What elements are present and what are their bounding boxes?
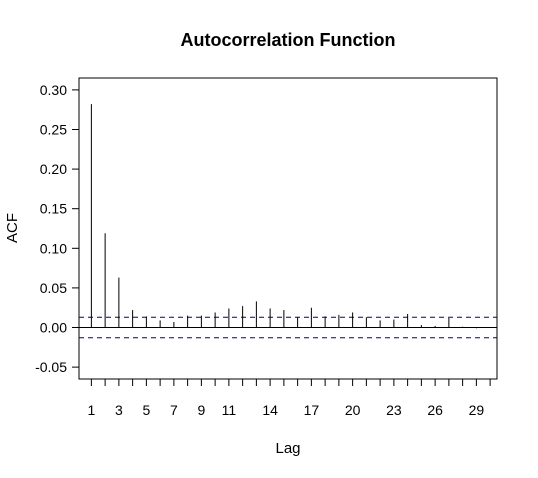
x-tick-label: 17 bbox=[304, 402, 320, 418]
y-tick-label: -0.05 bbox=[35, 359, 67, 375]
y-tick-label: 0.15 bbox=[40, 201, 67, 217]
x-tick-label: 26 bbox=[427, 402, 443, 418]
x-tick-label: 5 bbox=[142, 402, 150, 418]
x-tick-label: 14 bbox=[262, 402, 278, 418]
x-axis: 1 3 5 7 9 11 14 17 20 23 26 29 bbox=[87, 379, 491, 418]
x-tick-label: 9 bbox=[197, 402, 205, 418]
plot-frame bbox=[78, 77, 498, 380]
x-tick-label: 7 bbox=[170, 402, 178, 418]
chart-title: Autocorrelation Function bbox=[181, 30, 396, 50]
y-tick-label: 0.20 bbox=[40, 161, 67, 177]
y-tick-label: 0.30 bbox=[40, 82, 67, 98]
x-tick-label: 20 bbox=[345, 402, 361, 418]
y-tick-label: 0.05 bbox=[40, 280, 67, 296]
x-tick-label: 3 bbox=[115, 402, 123, 418]
plot-area bbox=[79, 104, 497, 339]
x-tick-label: 29 bbox=[469, 402, 485, 418]
x-tick-label: 23 bbox=[386, 402, 402, 418]
x-tick-label: 1 bbox=[87, 402, 95, 418]
x-axis-label: Lag bbox=[275, 440, 300, 457]
x-tick-label: 11 bbox=[222, 402, 237, 418]
y-tick-label: 0.00 bbox=[40, 320, 67, 336]
y-tick-label: 0.25 bbox=[40, 121, 67, 137]
y-tick-label: 0.10 bbox=[40, 240, 67, 256]
y-axis: -0.05 0.00 0.05 0.10 0.15 0.20 0.25 0.30 bbox=[35, 82, 79, 375]
y-axis-label: ACF bbox=[4, 213, 21, 243]
